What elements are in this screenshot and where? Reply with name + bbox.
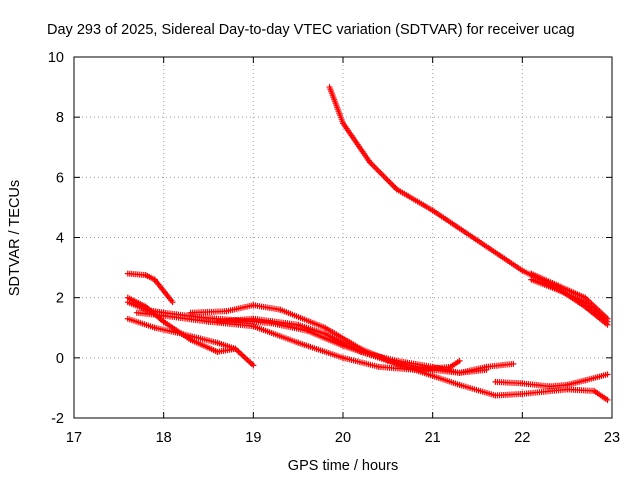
x-tick-label: 20	[335, 430, 351, 446]
y-tick-label: -2	[51, 411, 64, 427]
data-point-marker	[239, 352, 246, 359]
data-point-marker	[483, 366, 490, 373]
x-tick-labels: 17 18 19 20 21 22 23	[66, 430, 620, 446]
y-tick-label: 4	[56, 231, 64, 247]
series-track-g	[214, 315, 490, 376]
series-track-a	[124, 270, 176, 306]
x-tick-label: 21	[425, 430, 441, 446]
x-tick-label: 18	[156, 430, 172, 446]
axis-ticks	[73, 56, 613, 419]
data-point-marker	[250, 362, 257, 369]
series-track-e	[133, 309, 463, 373]
x-tick-label: 17	[66, 430, 82, 446]
x-tick-label: 22	[514, 430, 530, 446]
data-point-marker	[244, 356, 251, 363]
data-point-marker	[242, 355, 249, 362]
series-track-c	[124, 315, 239, 352]
y-tick-label: 10	[48, 50, 64, 66]
y-tick-label: 2	[56, 291, 64, 307]
data-point-marker	[604, 371, 611, 378]
chart-title: Day 293 of 2025, Sidereal Day-to-day VTE…	[47, 22, 575, 38]
y-tick-label: 6	[56, 170, 64, 186]
x-axis-label: GPS time / hours	[288, 458, 398, 474]
data-point-marker	[238, 351, 245, 358]
data-point-marker	[232, 345, 239, 352]
data-point-marker	[456, 357, 463, 364]
data-point-marker	[236, 349, 243, 356]
y-axis-label: SDTVAR / TECUs	[7, 180, 23, 296]
grid-lines	[74, 57, 612, 418]
series-track-k	[528, 276, 611, 325]
data-markers	[124, 84, 611, 403]
data-point-marker	[604, 396, 611, 403]
y-tick-label: 0	[56, 351, 64, 367]
series-track-h	[492, 371, 611, 390]
data-point-marker	[248, 360, 255, 367]
data-point-marker	[247, 359, 254, 366]
series-track-f	[187, 302, 611, 403]
data-point-marker	[241, 354, 248, 361]
series-track-b	[124, 294, 257, 369]
data-point-marker	[604, 318, 611, 325]
x-tick-label: 19	[245, 430, 261, 446]
data-point-marker	[169, 299, 176, 306]
data-point-marker	[510, 360, 517, 367]
y-tick-labels: -2 0 2 4 6 8 10	[48, 50, 64, 427]
x-tick-label: 23	[604, 430, 620, 446]
y-tick-label: 8	[56, 110, 64, 126]
data-point-marker	[245, 358, 252, 365]
